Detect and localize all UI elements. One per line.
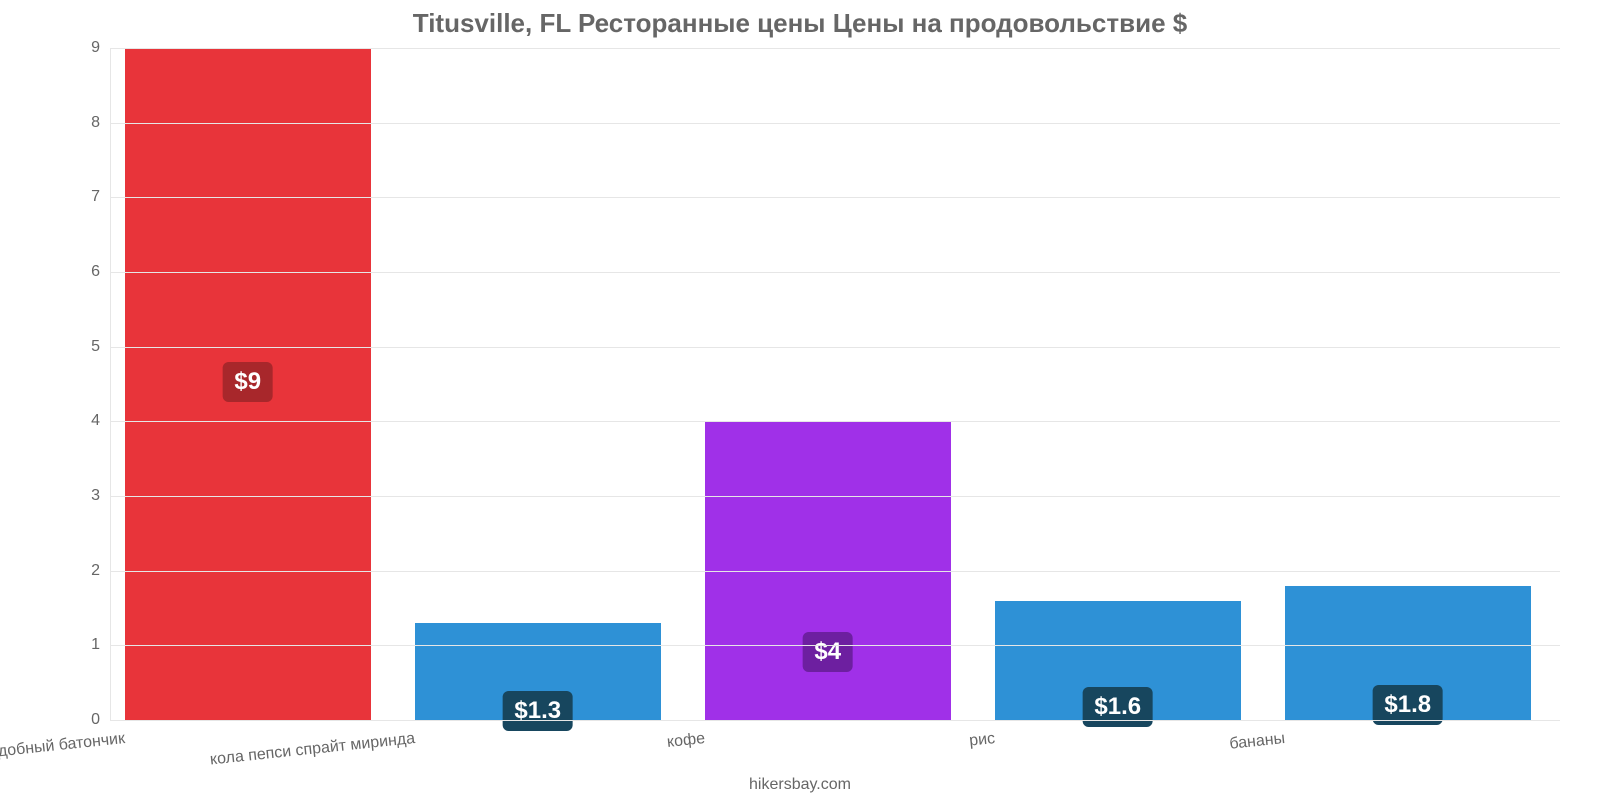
x-axis-labels: mac burger king или подобный батончиккол… (110, 726, 1560, 776)
bar-value-label: $4 (802, 632, 853, 672)
bar: $9 (125, 48, 372, 720)
bar-value-label: $1.3 (502, 691, 573, 731)
y-tick-label: 9 (70, 39, 100, 57)
grid-line (110, 272, 1560, 273)
grid-line (110, 197, 1560, 198)
bars-layer: $9 $1.3 $4 $1.6 $1.8 (110, 48, 1560, 720)
y-tick-label: 5 (70, 338, 100, 356)
y-tick-label: 1 (70, 636, 100, 654)
bar: $1.6 (995, 601, 1242, 720)
y-tick-label: 8 (70, 114, 100, 132)
x-axis-label: кола пепси спрайт миринда (209, 730, 416, 769)
bar: $1.3 (415, 623, 662, 720)
x-axis-label: бананы (1228, 730, 1285, 754)
y-tick-label: 0 (70, 711, 100, 729)
grid-line (110, 571, 1560, 572)
credit-text: hikersbay.com (0, 776, 1600, 794)
grid-line (110, 48, 1560, 49)
x-axis-label: mac burger king или подобный батончик (0, 730, 125, 779)
chart-container: Titusville, FL Ресторанные цены Цены на … (0, 0, 1600, 800)
chart-title: Titusville, FL Ресторанные цены Цены на … (0, 8, 1600, 39)
bar-value-label: $1.6 (1082, 687, 1153, 727)
bar: $1.8 (1285, 586, 1532, 720)
y-tick-label: 3 (70, 487, 100, 505)
x-axis-label: кофе (666, 730, 706, 752)
y-tick-label: 4 (70, 412, 100, 430)
grid-line (110, 347, 1560, 348)
grid-line (110, 123, 1560, 124)
y-tick-label: 7 (70, 188, 100, 206)
x-axis-label: рис (968, 730, 996, 751)
plot-area: $9$1.3$4$1.6$1.8 0123456789 (110, 48, 1560, 720)
grid-line (110, 421, 1560, 422)
bar-value-label: $1.8 (1372, 685, 1443, 725)
bar-value-label: $9 (222, 362, 273, 402)
y-tick-label: 2 (70, 562, 100, 580)
grid-line (110, 720, 1560, 721)
grid-line (110, 645, 1560, 646)
y-tick-label: 6 (70, 263, 100, 281)
grid-line (110, 496, 1560, 497)
